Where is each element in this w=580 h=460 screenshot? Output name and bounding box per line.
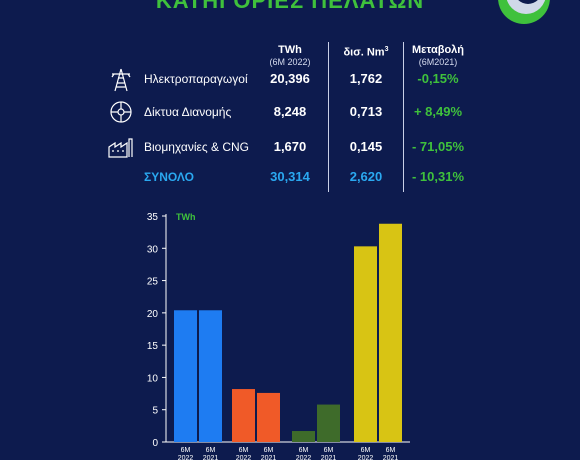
- row-label: Δίκτυα Διανομής: [144, 105, 232, 119]
- row-twh: 8,248: [273, 104, 307, 119]
- chart-bar: [257, 392, 280, 442]
- chart-bar: [317, 404, 340, 442]
- row-nm3: 0,713: [349, 104, 383, 119]
- chart-bar: [354, 246, 377, 442]
- header-nm3: δισ. Nm3: [328, 44, 404, 59]
- x-tick-label: 6M 2021: [383, 447, 399, 460]
- row-change: + 8,49%: [413, 104, 463, 119]
- y-tick-label: 20: [147, 309, 159, 320]
- chart-x-labels: 6M 2022 6M 2021 6M 2022 6M 2021 6M 2022 6M 2021 6M 20…: [178, 447, 399, 460]
- total-label: ΣΥΝΟΛΟ: [144, 170, 194, 184]
- x-tick-label: 6M 2022: [358, 447, 374, 460]
- header-twh-sub: (6M 2022): [269, 57, 311, 67]
- y-tick-label: 25: [147, 277, 159, 288]
- chart-bars: [174, 223, 402, 442]
- header-twh-label: TWh: [278, 44, 302, 56]
- chart-bar: [379, 223, 402, 442]
- factory-icon: [108, 138, 133, 158]
- row-twh: 1,670: [273, 139, 307, 154]
- x-tick-label: 6M 2021: [321, 447, 337, 460]
- column-divider: [328, 42, 329, 192]
- x-tick-label: 6M 2021: [203, 447, 219, 460]
- row-label: Βιομηχανίες & CNG: [144, 140, 249, 154]
- chart-bar: [292, 431, 315, 442]
- y-tick-label: 0: [152, 438, 158, 449]
- x-tick-label: 6M 2021: [261, 447, 277, 460]
- column-divider: [403, 42, 404, 192]
- chart-bar: [199, 310, 222, 442]
- x-tick-label: 6M 2022: [178, 447, 194, 460]
- x-tick-label: 6M 2022: [236, 447, 252, 460]
- y-tick-label: 30: [147, 244, 159, 255]
- total-nm3: 2,620: [349, 169, 383, 184]
- header-nm3-label: δισ. Nm: [343, 46, 385, 59]
- row-twh: 20,396: [270, 71, 310, 86]
- total-change: - 10,31%: [411, 169, 465, 184]
- total-twh: 30,314: [270, 169, 310, 184]
- header-change: Μεταβολή (6M2021): [400, 44, 476, 68]
- header-change-sub: (6M2021): [418, 57, 458, 67]
- x-tick-label: 6M 2022: [296, 447, 312, 460]
- y-tick-label: 10: [147, 373, 159, 384]
- y-tick-label: 5: [152, 406, 158, 417]
- row-label: Ηλεκτροπαραγωγοί: [144, 72, 248, 86]
- power-plant-tower-icon: [111, 68, 131, 92]
- page-title: ΚΑΤΗΓΟΡΙΕΣ ΠΕΛΑΤΩΝ: [155, 0, 425, 13]
- y-tick-label: 35: [147, 212, 159, 223]
- chart-unit-label: TWh: [176, 212, 196, 222]
- row-nm3: 1,762: [349, 71, 383, 86]
- distribution-network-icon: [110, 101, 132, 123]
- company-logo-icon: [498, 0, 550, 24]
- chart-bar: [174, 310, 197, 442]
- header-change-label: Μεταβολή: [411, 44, 465, 56]
- row-change: -0,15%: [417, 71, 459, 86]
- chart-bar: [232, 389, 255, 442]
- header-nm3-sup: 3: [384, 46, 389, 53]
- row-nm3: 0,145: [349, 139, 383, 154]
- y-tick-label: 15: [147, 341, 159, 352]
- header-twh: TWh (6M 2022): [252, 44, 328, 68]
- row-change: - 71,05%: [411, 139, 465, 154]
